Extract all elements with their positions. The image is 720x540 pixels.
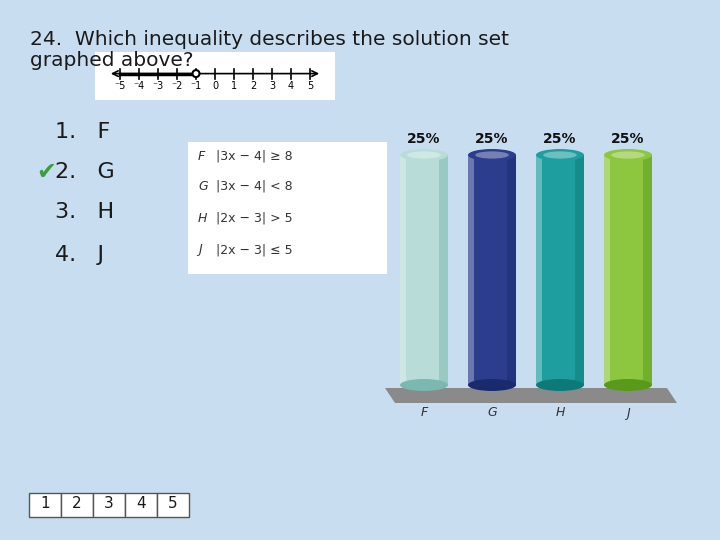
Text: H: H — [198, 212, 207, 225]
Text: |2x − 3| > 5: |2x − 3| > 5 — [216, 212, 292, 225]
Bar — [508, 155, 516, 385]
Text: 24.  Which inequality describes the solution set: 24. Which inequality describes the solut… — [30, 30, 509, 49]
Text: 25%: 25% — [408, 132, 441, 146]
Ellipse shape — [468, 379, 516, 391]
Bar — [400, 155, 406, 385]
Text: 1: 1 — [231, 80, 237, 91]
Ellipse shape — [604, 149, 652, 161]
Ellipse shape — [400, 149, 448, 161]
Text: ⁻5: ⁻5 — [114, 80, 126, 91]
Ellipse shape — [400, 379, 448, 391]
Text: 4: 4 — [288, 80, 294, 91]
Ellipse shape — [408, 151, 441, 159]
Bar — [400, 155, 448, 385]
FancyBboxPatch shape — [61, 493, 93, 517]
Ellipse shape — [604, 379, 652, 391]
Bar — [644, 155, 652, 385]
Text: 3: 3 — [104, 496, 114, 511]
Text: ⁻4: ⁻4 — [133, 80, 145, 91]
FancyBboxPatch shape — [95, 52, 335, 100]
Text: 0: 0 — [212, 80, 218, 91]
Text: H: H — [555, 407, 564, 420]
Ellipse shape — [611, 151, 645, 159]
Bar — [439, 155, 448, 385]
Bar — [468, 155, 516, 385]
Text: 25%: 25% — [475, 132, 509, 146]
Text: 2.   G: 2. G — [55, 162, 114, 182]
Text: 2: 2 — [72, 496, 82, 511]
FancyBboxPatch shape — [93, 493, 125, 517]
Bar — [575, 155, 584, 385]
Text: J: J — [626, 407, 630, 420]
Text: 5: 5 — [307, 80, 313, 91]
Text: ✔: ✔ — [36, 160, 55, 184]
Bar — [468, 155, 474, 385]
Text: 3: 3 — [269, 80, 275, 91]
Ellipse shape — [536, 149, 584, 161]
Text: 2: 2 — [250, 80, 256, 91]
Text: J: J — [198, 244, 202, 256]
Bar — [536, 155, 541, 385]
Ellipse shape — [468, 149, 516, 161]
Text: 1: 1 — [40, 496, 50, 511]
Text: 4: 4 — [136, 496, 146, 511]
Text: G: G — [198, 179, 207, 192]
Circle shape — [192, 70, 199, 77]
FancyBboxPatch shape — [157, 493, 189, 517]
Text: 1.   F: 1. F — [55, 122, 110, 142]
Text: G: G — [487, 407, 497, 420]
Bar — [604, 155, 610, 385]
Bar — [604, 155, 652, 385]
FancyBboxPatch shape — [125, 493, 157, 517]
Ellipse shape — [543, 151, 577, 159]
Polygon shape — [385, 388, 677, 403]
Text: 3.   H: 3. H — [55, 202, 114, 222]
Text: |3x − 4| ≥ 8: |3x − 4| ≥ 8 — [216, 150, 292, 163]
Text: 5: 5 — [168, 496, 178, 511]
Text: F: F — [198, 150, 205, 163]
Text: ⁻3: ⁻3 — [153, 80, 163, 91]
Ellipse shape — [536, 379, 584, 391]
Text: 4.   J: 4. J — [55, 245, 104, 265]
Text: |3x − 4| < 8: |3x − 4| < 8 — [216, 179, 292, 192]
Text: F: F — [420, 407, 428, 420]
Bar — [536, 155, 584, 385]
Text: |2x − 3| ≤ 5: |2x − 3| ≤ 5 — [216, 244, 292, 256]
FancyBboxPatch shape — [188, 142, 387, 274]
Text: 25%: 25% — [611, 132, 644, 146]
FancyBboxPatch shape — [29, 493, 61, 517]
Text: ⁻1: ⁻1 — [190, 80, 202, 91]
Ellipse shape — [475, 151, 509, 159]
Text: 25%: 25% — [544, 132, 577, 146]
Text: graphed above?: graphed above? — [30, 51, 194, 70]
Text: ⁻2: ⁻2 — [171, 80, 183, 91]
